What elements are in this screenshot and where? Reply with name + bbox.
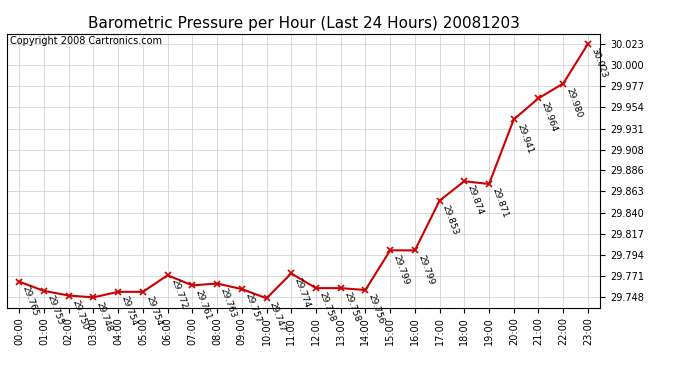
Text: 29.761: 29.761 — [194, 288, 213, 321]
Text: 29.754: 29.754 — [144, 295, 164, 327]
Text: 29.799: 29.799 — [416, 253, 435, 286]
Text: 29.765: 29.765 — [21, 285, 40, 317]
Text: 29.758: 29.758 — [342, 291, 362, 324]
Text: 29.941: 29.941 — [515, 122, 534, 155]
Text: 29.799: 29.799 — [391, 253, 411, 286]
Text: 29.964: 29.964 — [540, 101, 559, 134]
Text: 29.757: 29.757 — [243, 292, 262, 324]
Text: 29.747: 29.747 — [268, 301, 287, 334]
Text: 30.023: 30.023 — [589, 46, 609, 80]
Text: 29.763: 29.763 — [219, 286, 237, 319]
Text: 29.756: 29.756 — [367, 293, 386, 326]
Text: 29.980: 29.980 — [564, 86, 584, 119]
Text: 29.772: 29.772 — [169, 278, 188, 310]
Text: 29.874: 29.874 — [466, 184, 485, 217]
Text: 29.853: 29.853 — [441, 203, 460, 236]
Text: 29.758: 29.758 — [317, 291, 337, 324]
Text: 29.750: 29.750 — [70, 298, 89, 331]
Text: 29.774: 29.774 — [293, 276, 312, 309]
Title: Barometric Pressure per Hour (Last 24 Hours) 20081203: Barometric Pressure per Hour (Last 24 Ho… — [88, 16, 520, 31]
Text: Copyright 2008 Cartronics.com: Copyright 2008 Cartronics.com — [10, 36, 162, 46]
Text: 29.748: 29.748 — [95, 300, 114, 333]
Text: 29.755: 29.755 — [46, 294, 65, 326]
Text: 29.754: 29.754 — [119, 295, 139, 327]
Text: 29.871: 29.871 — [491, 187, 510, 219]
